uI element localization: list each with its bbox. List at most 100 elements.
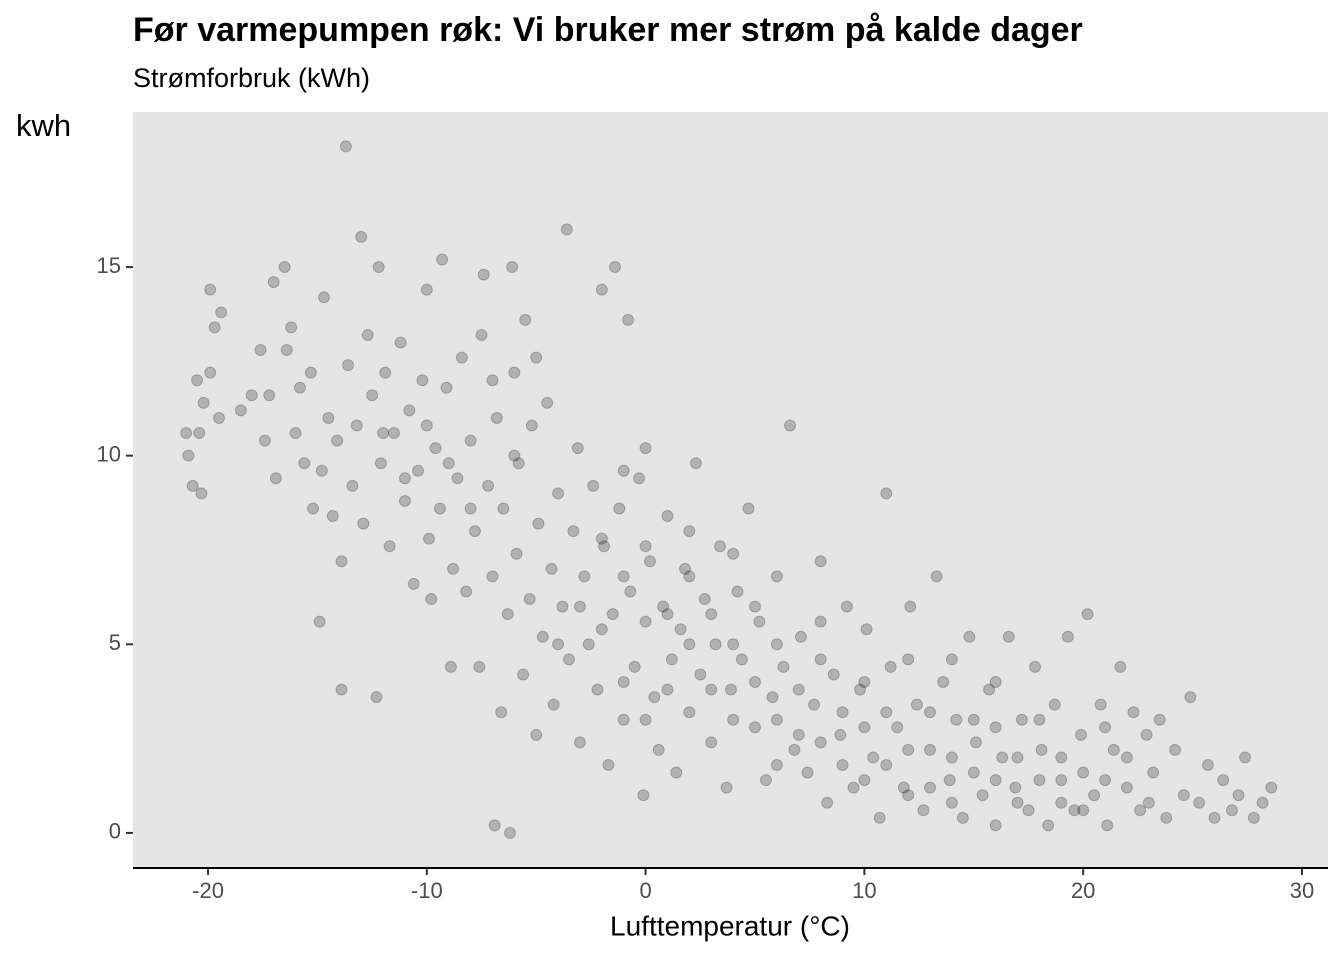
point xyxy=(595,532,608,545)
point xyxy=(860,623,873,636)
point xyxy=(335,683,348,696)
x-tick-label: 10 xyxy=(852,878,876,903)
point xyxy=(495,706,508,719)
point xyxy=(326,510,339,523)
point xyxy=(836,759,849,772)
point xyxy=(880,706,893,719)
point xyxy=(770,759,783,772)
point xyxy=(705,736,718,749)
point xyxy=(598,540,611,553)
point xyxy=(989,774,1002,787)
point xyxy=(924,706,937,719)
y-tick-label: 15 xyxy=(97,253,121,278)
point xyxy=(191,374,204,387)
point xyxy=(963,630,976,643)
point xyxy=(637,789,650,802)
point xyxy=(794,630,807,643)
point xyxy=(1120,781,1133,794)
point xyxy=(1232,789,1245,802)
point xyxy=(567,525,580,538)
point xyxy=(1055,796,1068,809)
point xyxy=(1099,774,1112,787)
point xyxy=(759,774,772,787)
point xyxy=(556,600,569,613)
point xyxy=(1035,743,1048,756)
x-axis-label: Lufttemperatur (°C) xyxy=(610,910,850,941)
point xyxy=(937,676,950,689)
point xyxy=(506,261,519,274)
point xyxy=(1055,751,1068,764)
point xyxy=(1193,796,1206,809)
point xyxy=(547,698,560,711)
point xyxy=(827,668,840,681)
point xyxy=(705,683,718,696)
point xyxy=(770,638,783,651)
point xyxy=(366,389,379,402)
chart-subtitle: Strømforbruk (kWh) xyxy=(133,63,370,93)
point xyxy=(904,600,917,613)
point xyxy=(1033,774,1046,787)
point xyxy=(814,736,827,749)
point xyxy=(924,781,937,794)
point xyxy=(532,517,545,530)
point xyxy=(902,789,915,802)
point xyxy=(573,736,586,749)
point xyxy=(403,404,416,417)
point xyxy=(523,593,536,606)
point xyxy=(792,683,805,696)
point xyxy=(355,230,368,243)
point xyxy=(1099,721,1112,734)
point xyxy=(508,449,521,462)
point xyxy=(648,691,661,704)
point xyxy=(705,608,718,621)
point xyxy=(766,691,779,704)
point xyxy=(258,434,271,447)
point xyxy=(1147,766,1160,779)
point xyxy=(749,600,762,613)
point xyxy=(412,464,425,477)
point xyxy=(254,344,267,357)
point xyxy=(1142,796,1155,809)
point xyxy=(1169,743,1182,756)
point xyxy=(285,321,298,334)
point xyxy=(1247,811,1260,824)
point xyxy=(1256,796,1269,809)
point xyxy=(510,547,523,560)
point xyxy=(501,608,514,621)
point xyxy=(289,427,302,440)
point xyxy=(541,396,554,409)
point xyxy=(788,743,801,756)
point xyxy=(464,502,477,515)
point xyxy=(204,283,217,296)
point xyxy=(383,540,396,553)
point xyxy=(976,789,989,802)
point xyxy=(429,442,442,455)
point xyxy=(784,419,797,432)
point xyxy=(617,464,630,477)
point xyxy=(552,487,565,500)
point xyxy=(622,313,635,326)
point xyxy=(1042,819,1055,832)
point xyxy=(858,676,871,689)
point xyxy=(943,774,956,787)
point xyxy=(545,562,558,575)
point xyxy=(486,570,499,583)
point xyxy=(486,374,499,387)
point xyxy=(858,721,871,734)
point xyxy=(880,759,893,772)
point xyxy=(689,457,702,470)
point xyxy=(639,615,652,628)
point xyxy=(1011,751,1024,764)
point xyxy=(989,676,1002,689)
point xyxy=(530,728,543,741)
point xyxy=(639,442,652,455)
point xyxy=(639,540,652,553)
point xyxy=(379,366,392,379)
point xyxy=(1074,728,1087,741)
point xyxy=(661,608,674,621)
point xyxy=(665,653,678,666)
point xyxy=(1177,789,1190,802)
point xyxy=(867,751,880,764)
point xyxy=(1011,796,1024,809)
point xyxy=(234,404,247,417)
